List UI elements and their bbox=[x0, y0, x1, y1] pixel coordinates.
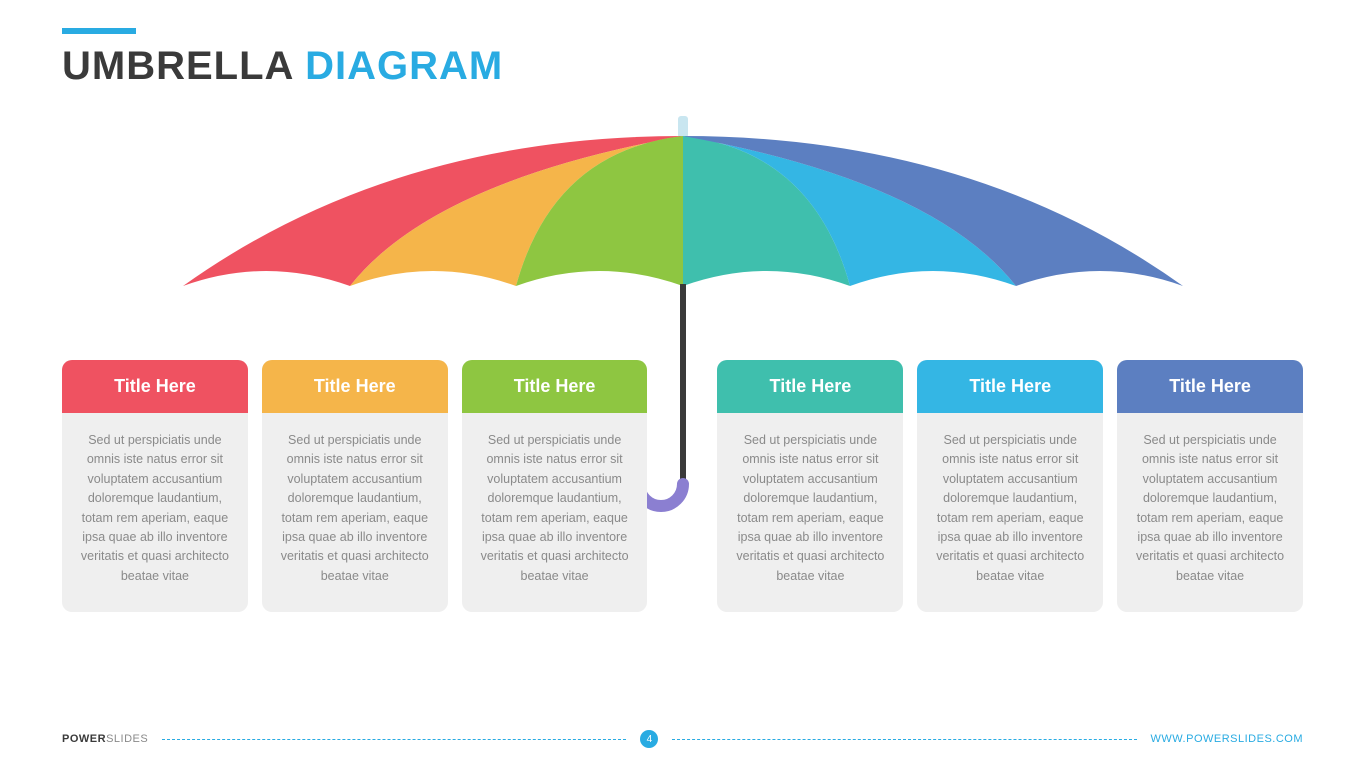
page-title: UMBRELLA DIAGRAM bbox=[62, 44, 503, 89]
cards-row: Title Here Sed ut perspiciatis unde omni… bbox=[62, 360, 1303, 612]
card-5-title: Title Here bbox=[917, 360, 1103, 413]
footer-line-left bbox=[162, 739, 626, 740]
card-4-title: Title Here bbox=[717, 360, 903, 413]
card-6-title: Title Here bbox=[1117, 360, 1303, 413]
card-6-body: Sed ut perspiciatis unde omnis iste natu… bbox=[1117, 413, 1303, 612]
page-title-word1: UMBRELLA bbox=[62, 44, 293, 88]
footer-brand-word1: POWER bbox=[62, 733, 106, 745]
card-5: Title Here Sed ut perspiciatis unde omni… bbox=[917, 360, 1103, 612]
card-2-body: Sed ut perspiciatis unde omnis iste natu… bbox=[262, 413, 448, 612]
card-3-body: Sed ut perspiciatis unde omnis iste natu… bbox=[462, 413, 648, 612]
card-1-title: Title Here bbox=[62, 360, 248, 413]
card-3-title: Title Here bbox=[462, 360, 648, 413]
footer-url: WWW.POWERSLIDES.COM bbox=[1151, 733, 1304, 745]
card-1-body: Sed ut perspiciatis unde omnis iste natu… bbox=[62, 413, 248, 612]
footer-brand-word2: SLIDES bbox=[106, 733, 148, 745]
card-4-body: Sed ut perspiciatis unde omnis iste natu… bbox=[717, 413, 903, 612]
card-5-body: Sed ut perspiciatis unde omnis iste natu… bbox=[917, 413, 1103, 612]
card-4: Title Here Sed ut perspiciatis unde omni… bbox=[717, 360, 903, 612]
umbrella-cap bbox=[678, 116, 688, 138]
card-2-title: Title Here bbox=[262, 360, 448, 413]
page-number-badge: 4 bbox=[640, 730, 658, 748]
footer-brand: POWERSLIDES bbox=[62, 733, 148, 745]
header-accent-bar bbox=[62, 28, 136, 34]
footer-line-right bbox=[672, 739, 1136, 740]
footer: POWERSLIDES 4 WWW.POWERSLIDES.COM bbox=[62, 729, 1303, 749]
page-title-word2: DIAGRAM bbox=[305, 44, 503, 88]
card-6: Title Here Sed ut perspiciatis unde omni… bbox=[1117, 360, 1303, 612]
umbrella-diagram bbox=[123, 116, 1243, 356]
card-1: Title Here Sed ut perspiciatis unde omni… bbox=[62, 360, 248, 612]
card-3: Title Here Sed ut perspiciatis unde omni… bbox=[462, 360, 648, 612]
card-2: Title Here Sed ut perspiciatis unde omni… bbox=[262, 360, 448, 612]
